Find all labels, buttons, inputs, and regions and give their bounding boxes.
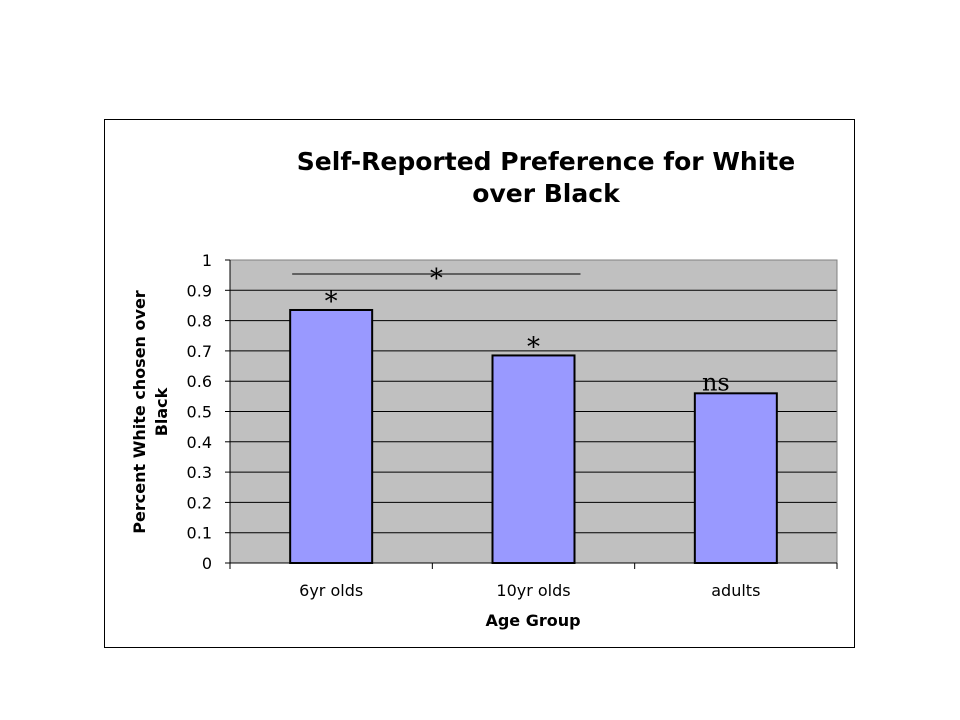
- bar-chart: Self-Reported Preference for White over …: [130, 147, 838, 630]
- y-tick-label: 0.4: [187, 433, 212, 452]
- significance-label: ns: [702, 368, 730, 396]
- bar: [491, 354, 576, 564]
- significance-label: *: [325, 287, 338, 317]
- chart-title-line-2: over Black: [472, 179, 621, 208]
- bar: [693, 392, 778, 564]
- axes: [225, 259, 838, 569]
- y-tick-label: 0.3: [187, 463, 212, 482]
- y-tick-label: 1: [202, 251, 212, 270]
- x-tick-label: 6yr olds: [299, 581, 363, 600]
- x-tick-label: 10yr olds: [496, 581, 570, 600]
- y-tick-label: 0.1: [187, 524, 212, 543]
- chart-frame: Self-Reported Preference for White over …: [104, 119, 855, 648]
- y-tick-label: 0.8: [187, 312, 212, 331]
- y-tick-labels: 0 0.1 0.2 0.3 0.4 0.5 0.6 0.7 0.8 0.9 1: [187, 251, 212, 573]
- y-tick-label: 0.9: [187, 281, 212, 300]
- chart-title-line-1: Self-Reported Preference for White: [297, 147, 795, 176]
- significance-label: *: [527, 332, 540, 362]
- y-tick-label: 0.2: [187, 493, 212, 512]
- y-tick-label: 0.5: [187, 403, 212, 422]
- x-tick-labels: 6yr olds 10yr olds adults: [299, 581, 760, 600]
- y-tick-label: 0.6: [187, 372, 212, 391]
- y-tick-label: 0.7: [187, 342, 212, 361]
- x-axis-label: Age Group: [485, 611, 580, 630]
- significance-annotations: * * ns *: [292, 264, 730, 396]
- y-axis-label-line-2: Black: [152, 387, 171, 436]
- bar: [289, 308, 374, 564]
- y-tick-label: 0: [202, 554, 212, 573]
- y-axis-label-line-1: Percent White chosen over: [130, 290, 149, 533]
- bars: [289, 308, 778, 564]
- x-tick-label: adults: [711, 581, 760, 600]
- comparison-significance-label: *: [430, 264, 443, 294]
